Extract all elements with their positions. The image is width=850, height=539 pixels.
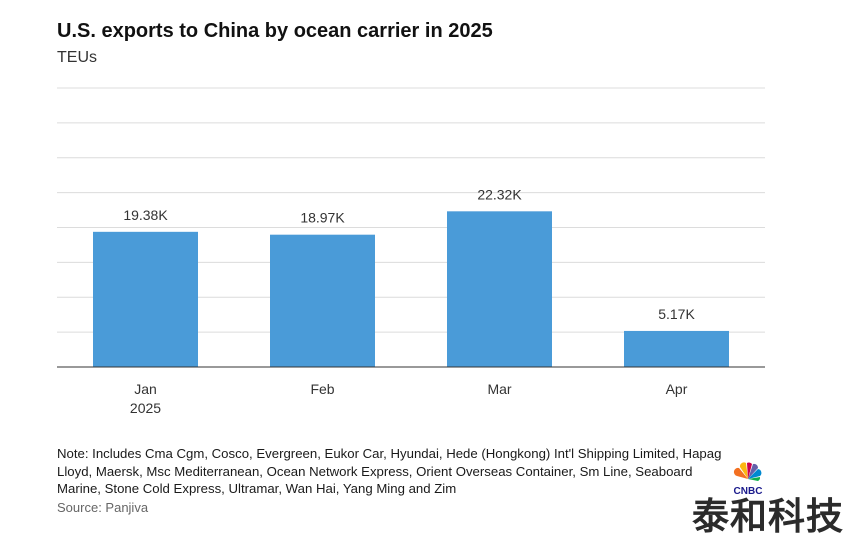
x-tick-label-jan: Jan bbox=[134, 381, 157, 397]
bar-mar bbox=[447, 211, 552, 367]
bars bbox=[93, 211, 729, 367]
data-label-jan: 19.38K bbox=[123, 207, 168, 223]
cnbc-logo-text: CNBC bbox=[734, 486, 763, 496]
data-label-feb: 18.97K bbox=[300, 210, 345, 226]
bar-value-labels: 19.38K 18.97K 22.32K 5.17K bbox=[123, 186, 695, 322]
x-axis-tick-labels: Jan 2025 Feb Mar Apr bbox=[130, 381, 688, 416]
bar-apr bbox=[624, 330, 729, 367]
watermark-text: 泰和科技 bbox=[692, 496, 844, 537]
chart-note: Note: Includes Cma Cgm, Cosco, Evergreen… bbox=[57, 446, 722, 497]
bar-feb bbox=[270, 234, 375, 367]
cnbc-peacock-logo-icon: CNBC bbox=[734, 462, 763, 496]
chart-source: Source: Panjiva bbox=[57, 500, 149, 515]
x-tick-label-mar: Mar bbox=[487, 381, 511, 397]
bar-chart: 19.38K 18.97K 22.32K 5.17K Jan 2025 Feb Mar Apr bbox=[57, 87, 765, 416]
data-label-mar: 22.32K bbox=[477, 186, 522, 202]
chart-title: U.S. exports to China by ocean carrier i… bbox=[57, 20, 493, 42]
x-tick-label-feb: Feb bbox=[310, 381, 334, 397]
chart-unit-label: TEUs bbox=[57, 49, 97, 66]
bar-jan bbox=[93, 231, 198, 367]
data-label-apr: 5.17K bbox=[658, 306, 695, 322]
x-tick-label-apr: Apr bbox=[666, 381, 688, 397]
x-tick-sublabel-jan: 2025 bbox=[130, 400, 161, 416]
